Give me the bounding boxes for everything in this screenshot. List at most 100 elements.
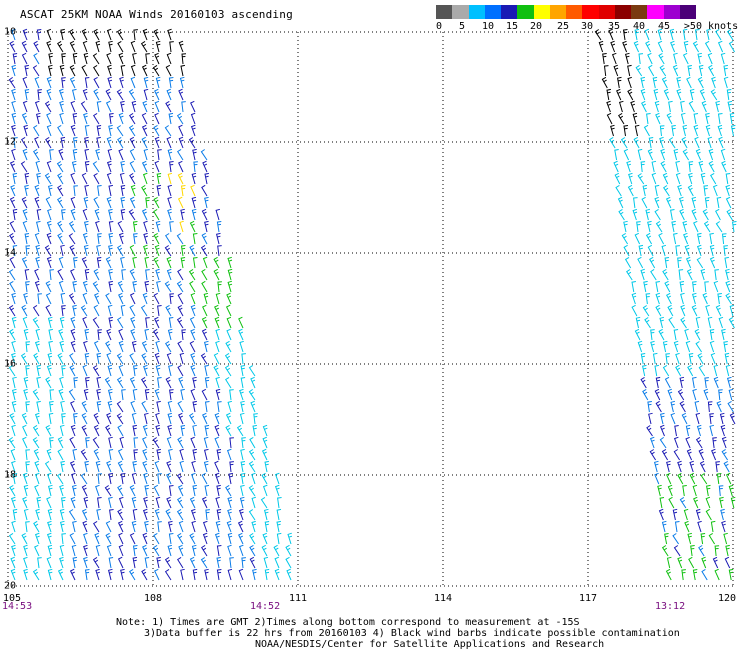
- wind-barb: [671, 220, 676, 233]
- wind-barb: [11, 424, 16, 437]
- wind-barb: [249, 436, 256, 449]
- wind-barb: [693, 220, 699, 233]
- wind-barb: [204, 424, 210, 437]
- wind-barb: [287, 532, 293, 545]
- wind-barb: [11, 100, 16, 113]
- wind-barb: [22, 28, 28, 41]
- wind-barb: [11, 64, 17, 77]
- wind-barb: [648, 137, 654, 149]
- wind-barb: [180, 568, 185, 581]
- wind-barb: [648, 412, 653, 425]
- wind-barb: [69, 244, 76, 257]
- wind-barb: [106, 412, 112, 425]
- wind-barb: [660, 160, 667, 173]
- wind-barb: [659, 436, 667, 449]
- wind-barb: [192, 400, 198, 413]
- wind-barb: [200, 353, 208, 365]
- wind-barb: [201, 388, 208, 401]
- wind-barb: [142, 28, 148, 41]
- wind-barb: [105, 340, 112, 353]
- wind-barb: [603, 65, 609, 77]
- wind-barb: [117, 448, 124, 461]
- wind-barb: [36, 376, 41, 389]
- wind-barb: [133, 29, 138, 41]
- wind-barb: [673, 340, 679, 353]
- wind-barb: [11, 520, 16, 533]
- wind-barb: [679, 376, 685, 389]
- wind-barb: [142, 436, 148, 449]
- wind-barb: [118, 328, 124, 341]
- wind-barb: [81, 64, 88, 77]
- wind-barb: [689, 472, 696, 485]
- wind-barb: [678, 196, 684, 209]
- wind-barb: [48, 328, 54, 341]
- wind-barb: [190, 184, 196, 197]
- wind-barb: [692, 569, 698, 581]
- wind-barb: [165, 64, 172, 77]
- wind-barb: [678, 269, 684, 281]
- wind-barb: [728, 568, 734, 581]
- wind-barb: [58, 148, 64, 161]
- wind-barb: [166, 52, 172, 65]
- wind-barb: [704, 40, 712, 53]
- wind-barb: [81, 484, 88, 497]
- wind-barb: [714, 269, 719, 281]
- wind-barb: [106, 460, 112, 473]
- wind-barb: [47, 352, 53, 365]
- wind-barb: [192, 424, 197, 437]
- wind-barb: [636, 221, 641, 233]
- wind-barb: [274, 472, 280, 485]
- wind-barb: [33, 520, 40, 533]
- wind-barb: [216, 221, 222, 233]
- wind-barb: [117, 424, 124, 437]
- wind-barb: [691, 304, 698, 317]
- wind-barb: [59, 376, 64, 389]
- wind-barb: [277, 497, 282, 509]
- wind-barb: [251, 472, 256, 485]
- scale-swatch: [679, 5, 696, 19]
- wind-barb: [25, 281, 30, 293]
- wind-barb: [96, 388, 101, 401]
- wind-barb: [46, 448, 52, 461]
- lon-label: 117: [578, 593, 598, 604]
- wind-barb: [22, 76, 28, 89]
- wind-barb: [82, 364, 88, 377]
- wind-barb: [698, 364, 706, 377]
- wind-barb: [705, 304, 710, 317]
- wind-barb: [69, 460, 76, 473]
- wind-barb: [22, 148, 28, 161]
- wind-barb: [721, 520, 726, 533]
- wind-barb: [655, 400, 662, 413]
- wind-barb: [640, 88, 646, 101]
- wind-barb: [709, 413, 714, 425]
- wind-barb: [34, 280, 40, 293]
- wind-barb: [200, 244, 208, 257]
- wind-barb: [647, 52, 653, 65]
- wind-barb: [106, 52, 112, 65]
- wind-barb: [705, 124, 711, 137]
- wind-barb: [672, 533, 680, 545]
- wind-barb: [72, 148, 78, 161]
- wind-barb: [23, 484, 29, 497]
- wind-barb: [9, 160, 16, 173]
- wind-barb: [181, 101, 186, 113]
- wind-barb: [225, 424, 232, 437]
- wind-barb: [167, 328, 173, 341]
- wind-barb: [132, 221, 138, 233]
- wind-barb: [36, 29, 42, 41]
- wind-barb: [228, 472, 234, 485]
- wind-barb: [638, 244, 644, 257]
- wind-barb: [108, 208, 113, 221]
- wind-barb: [157, 305, 162, 317]
- wind-barb: [704, 197, 710, 209]
- wind-barb: [710, 89, 718, 101]
- wind-barb: [682, 220, 688, 233]
- wind-barb: [9, 196, 16, 209]
- wind-barb: [640, 353, 646, 365]
- scale-label: 35: [607, 21, 621, 32]
- wind-barb: [214, 532, 220, 545]
- wind-barb: [116, 28, 124, 41]
- wind-barb: [637, 148, 643, 161]
- wind-barb: [13, 137, 18, 149]
- wind-barb: [108, 316, 114, 329]
